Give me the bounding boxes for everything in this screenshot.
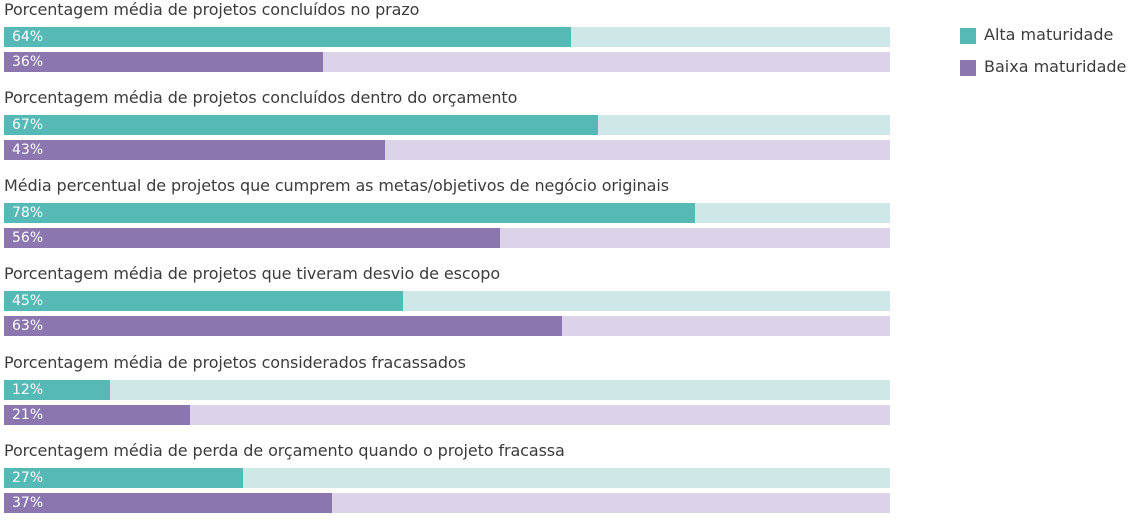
category-label: Porcentagem média de projetos considerad… [4,353,466,372]
legend-label-alta: Alta maturidade [984,25,1114,44]
legend-swatch-baixa [960,60,976,76]
bar-alta-maturidade: 67% [4,115,598,135]
category-group: Porcentagem média de perda de orçamento … [4,441,890,521]
bar-baixa-maturidade: 56% [4,228,500,248]
bar-value-label: 67% [12,117,44,133]
bar-baixa-maturidade: 43% [4,140,385,160]
bar-track: 63% [4,316,890,336]
bar-baixa-maturidade: 21% [4,405,190,425]
category-label: Porcentagem média de projetos concluídos… [4,0,420,19]
bar-chart: Porcentagem média de projetos concluídos… [4,0,890,521]
bar-alta-maturidade: 12% [4,380,110,400]
bar-track: 45% [4,291,890,311]
category-group: Porcentagem média de projetos que tivera… [4,264,890,344]
bar-track: 56% [4,228,890,248]
bar-value-label: 21% [12,407,44,423]
bar-value-label: 12% [12,382,44,398]
bar-track: 27% [4,468,890,488]
bar-track: 64% [4,27,890,47]
bar-value-label: 45% [12,293,44,309]
bar-value-label: 43% [12,142,44,158]
bar-track: 21% [4,405,890,425]
bar-track: 36% [4,52,890,72]
bar-value-label: 27% [12,470,44,486]
bar-value-label: 64% [12,29,44,45]
bar-baixa-maturidade: 37% [4,493,332,513]
bar-value-label: 36% [12,54,44,70]
bar-baixa-maturidade: 63% [4,316,562,336]
category-label: Porcentagem média de projetos concluídos… [4,88,518,107]
legend-label-baixa: Baixa maturidade [984,57,1127,76]
bar-track: 67% [4,115,890,135]
bar-value-label: 78% [12,205,44,221]
category-group: Porcentagem média de projetos considerad… [4,353,890,433]
category-label: Porcentagem média de projetos que tivera… [4,264,501,283]
legend-item-alta-maturidade: Alta maturidade [960,24,1130,48]
category-label: Média percentual de projetos que cumprem… [4,176,669,195]
bar-track: 37% [4,493,890,513]
category-group: Porcentagem média de projetos concluídos… [4,88,890,168]
bar-alta-maturidade: 78% [4,203,695,223]
bar-value-label: 56% [12,230,44,246]
bar-alta-maturidade: 27% [4,468,243,488]
category-label: Porcentagem média de perda de orçamento … [4,441,565,460]
bar-alta-maturidade: 45% [4,291,403,311]
category-group: Porcentagem média de projetos concluídos… [4,0,890,80]
bar-baixa-maturidade: 36% [4,52,323,72]
bar-alta-maturidade: 64% [4,27,571,47]
legend-item-baixa-maturidade: Baixa maturidade [960,56,1130,80]
legend-swatch-alta [960,28,976,44]
legend: Alta maturidade Baixa maturidade [960,24,1130,88]
category-group: Média percentual de projetos que cumprem… [4,176,890,256]
bar-value-label: 37% [12,495,44,511]
bar-value-label: 63% [12,318,44,334]
bar-track: 78% [4,203,890,223]
bar-track: 12% [4,380,890,400]
bar-track: 43% [4,140,890,160]
